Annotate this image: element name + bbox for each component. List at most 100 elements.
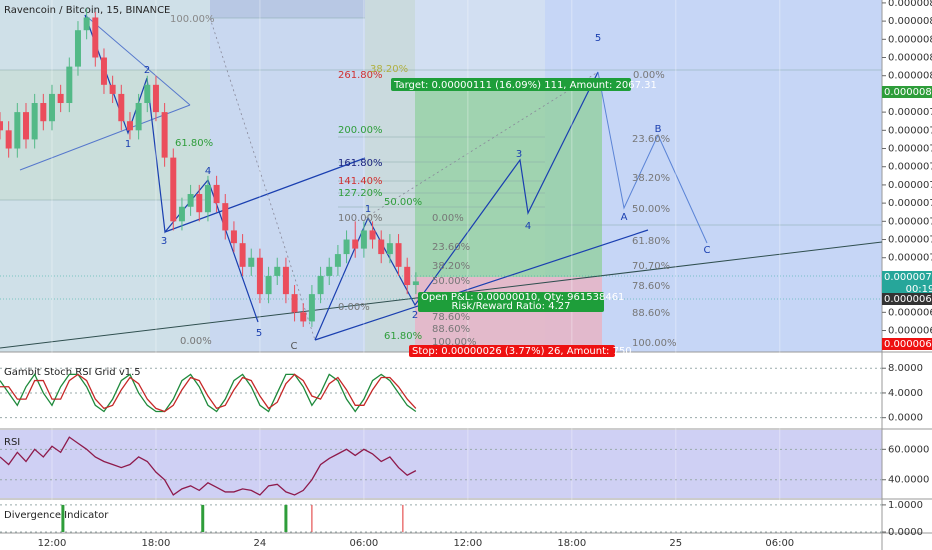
position-label-bg	[418, 292, 604, 312]
candle-body	[369, 230, 376, 240]
chart-title: Ravencoin / Bitcoin, 15, BINANCE	[4, 5, 170, 16]
price-label-bg	[882, 271, 932, 283]
drawing-line	[314, 229, 649, 341]
candle-body	[360, 230, 367, 249]
fib-label: 100.00%	[170, 14, 215, 25]
price-label-bg	[882, 86, 932, 98]
y-tick-label: 0.00000720	[888, 235, 932, 246]
fib-label: 100.00%	[432, 337, 477, 348]
y-tick-label: 40.0000	[888, 475, 929, 486]
pane-title: Divergence Indicator	[4, 510, 109, 521]
candle-body	[248, 257, 255, 267]
position-label-bg	[391, 78, 631, 91]
divergence-bar	[201, 504, 205, 532]
candle-body	[5, 130, 12, 149]
candle-body	[334, 254, 341, 267]
wave-label: 3	[516, 149, 522, 160]
candle-body	[300, 312, 307, 322]
fib-label: 78.60%	[632, 281, 670, 292]
wave-label: B	[655, 124, 662, 135]
candle-body	[170, 157, 177, 222]
wave-label: C	[704, 245, 711, 256]
price-label-bg	[882, 293, 932, 305]
y-tick-label: 1.0000	[888, 500, 923, 511]
candle-body	[395, 243, 402, 267]
wave-label: 4	[205, 166, 211, 177]
x-tick-label: 06:00	[765, 538, 794, 549]
fib-label: 88.60%	[432, 324, 470, 335]
fib-label: 70.70%	[632, 261, 670, 272]
x-tick-label: 06:00	[349, 538, 378, 549]
wave-label: 5	[256, 328, 262, 339]
candle-body	[109, 84, 116, 94]
wave-label: 3	[161, 236, 167, 247]
position-label-bg	[409, 345, 615, 357]
fib-label: 88.60%	[632, 308, 670, 319]
candle-body	[74, 30, 81, 67]
y-tick-label: 0.00000730	[888, 216, 932, 227]
candle-body	[317, 275, 324, 295]
fib-label: 61.80%	[384, 331, 422, 342]
candle-body	[239, 243, 246, 267]
candle-body	[222, 203, 229, 231]
candle-body	[343, 239, 350, 255]
candle-body	[282, 266, 289, 295]
divergence-bar	[61, 504, 65, 532]
fib-label: 50.00%	[432, 276, 470, 287]
price-label: 0.00000801	[884, 87, 932, 98]
candle-body	[0, 121, 3, 131]
candle-body	[204, 184, 211, 213]
candle-body	[66, 66, 73, 104]
rsi-band	[0, 430, 882, 498]
candle-body	[31, 103, 38, 140]
drawing-line	[209, 17, 316, 341]
x-tick-label: 12:00	[453, 538, 482, 549]
wave-label: 1	[365, 204, 371, 215]
candle-body	[291, 294, 298, 313]
y-tick-label: 0.00000840	[888, 16, 932, 27]
candle-body	[178, 206, 185, 222]
candle-body	[378, 239, 385, 255]
fib-zone	[365, 0, 415, 352]
drawing-line	[597, 71, 708, 244]
y-tick-label: 0.00000780	[888, 125, 932, 136]
drawing-line	[164, 157, 366, 233]
fib-zone	[0, 70, 210, 200]
x-tick-label: 18:00	[557, 538, 586, 549]
fib-label: 78.60%	[432, 312, 470, 323]
candle-body	[187, 194, 194, 207]
y-tick-label: 0.00000740	[888, 198, 932, 209]
divergence-bar	[284, 504, 288, 532]
wave-label: 5	[595, 33, 601, 44]
y-tick-label: 0.0000	[888, 413, 923, 424]
wave-label: A	[621, 212, 628, 223]
y-tick-label: 0.00000770	[888, 144, 932, 155]
candle-body	[412, 281, 419, 286]
y-tick-label: 4.0000	[888, 388, 923, 399]
fib-label: 0.00%	[338, 302, 370, 313]
fib-label: 61.80%	[175, 138, 213, 149]
candle-body	[48, 93, 55, 122]
fib-label: 100.00%	[338, 213, 383, 224]
position-label: Stop: 0.00000026 (3.77%) 26, Amount: 750	[412, 346, 632, 357]
candle-body	[100, 57, 107, 85]
indicator-line	[0, 436, 417, 496]
fib-label: 161.80%	[338, 158, 383, 169]
candle-body	[118, 93, 125, 122]
candle-body	[161, 112, 168, 158]
candle-body	[404, 266, 411, 286]
candle-body	[14, 112, 21, 149]
candle-body	[144, 84, 151, 104]
wave-label: 1	[125, 139, 131, 150]
candle-body	[230, 230, 237, 244]
y-tick-label: 0.00000850	[888, 0, 932, 9]
drawing-line	[314, 71, 599, 341]
price-label: 0.00000664	[884, 339, 932, 350]
wave-label: 4	[525, 221, 531, 232]
position-label: Target: 0.00000111 (16.09%) 111, Amount:…	[393, 80, 657, 91]
candle-body	[265, 275, 272, 295]
price-label-bg	[882, 283, 932, 295]
x-tick-label: 25	[669, 538, 682, 549]
